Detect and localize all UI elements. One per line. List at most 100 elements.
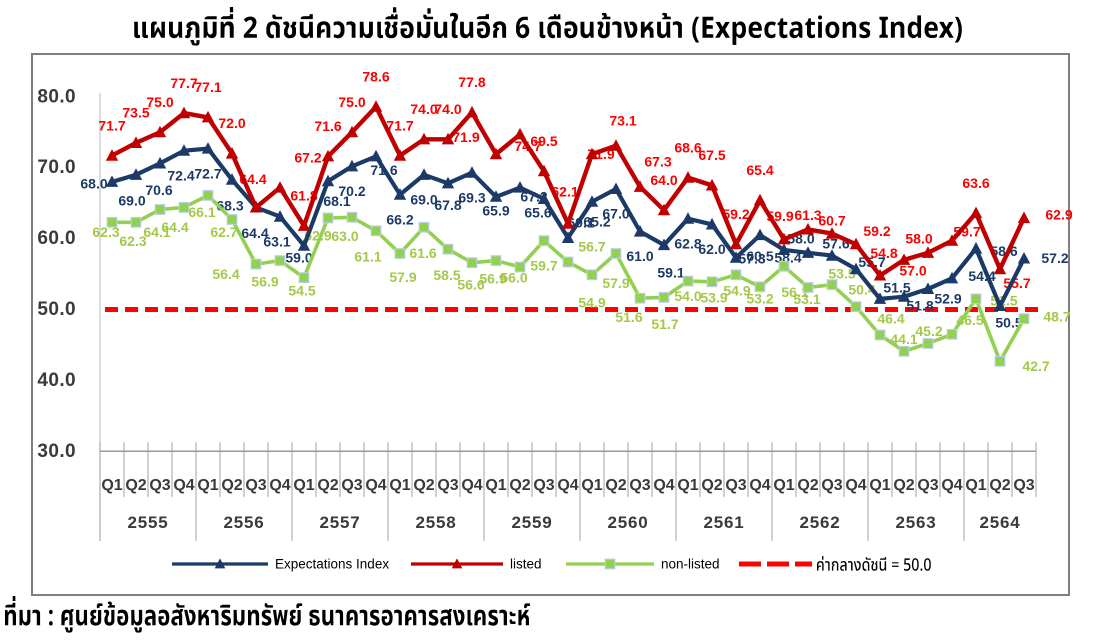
svg-text:2561: 2561 xyxy=(703,513,744,532)
svg-text:69.0: 69.0 xyxy=(410,192,437,208)
svg-text:Q4: Q4 xyxy=(173,477,194,494)
svg-text:52.9: 52.9 xyxy=(934,291,961,307)
svg-text:57.0: 57.0 xyxy=(899,263,926,279)
svg-text:56.7: 56.7 xyxy=(578,239,605,255)
svg-text:51.6: 51.6 xyxy=(615,309,642,325)
svg-text:63.0: 63.0 xyxy=(331,228,358,244)
svg-text:60.0: 60.0 xyxy=(37,228,76,249)
svg-text:2560: 2560 xyxy=(607,513,648,532)
svg-text:46.4: 46.4 xyxy=(877,311,904,327)
svg-text:70.0: 70.0 xyxy=(37,157,76,178)
svg-text:71.7: 71.7 xyxy=(386,117,413,133)
svg-text:74.0: 74.0 xyxy=(410,101,437,117)
svg-text:62.3: 62.3 xyxy=(119,233,146,249)
svg-text:64.4: 64.4 xyxy=(161,219,188,235)
svg-text:53.1: 53.1 xyxy=(793,291,820,307)
svg-text:2563: 2563 xyxy=(895,513,936,532)
svg-text:70.6: 70.6 xyxy=(145,182,172,198)
svg-text:56.0: 56.0 xyxy=(500,270,527,286)
svg-text:54.5: 54.5 xyxy=(288,282,315,298)
svg-text:54.9: 54.9 xyxy=(723,283,750,299)
svg-text:2562: 2562 xyxy=(799,513,840,532)
svg-text:66.2: 66.2 xyxy=(386,211,413,227)
svg-text:50.0: 50.0 xyxy=(37,299,76,320)
svg-text:42.7: 42.7 xyxy=(1022,358,1049,374)
svg-text:71.9: 71.9 xyxy=(452,129,479,145)
svg-text:non-listed: non-listed xyxy=(661,557,720,572)
svg-text:69.0: 69.0 xyxy=(118,193,145,209)
svg-text:56.9: 56.9 xyxy=(479,270,506,286)
svg-text:61.0: 61.0 xyxy=(626,248,653,264)
svg-text:Q3: Q3 xyxy=(821,477,842,494)
svg-text:57.9: 57.9 xyxy=(602,275,629,291)
svg-text:Q4: Q4 xyxy=(461,477,482,494)
svg-text:60.5: 60.5 xyxy=(746,248,773,264)
svg-text:53.2: 53.2 xyxy=(746,291,773,307)
svg-text:62.3: 62.3 xyxy=(92,224,119,240)
svg-text:59.2: 59.2 xyxy=(722,206,749,222)
svg-text:70.2: 70.2 xyxy=(338,183,365,199)
svg-text:54.8: 54.8 xyxy=(870,245,897,261)
svg-text:2556: 2556 xyxy=(223,513,264,532)
svg-text:74.0: 74.0 xyxy=(434,101,461,117)
svg-text:66.1: 66.1 xyxy=(188,204,215,220)
svg-text:59.7: 59.7 xyxy=(530,257,557,273)
svg-text:Q3: Q3 xyxy=(917,477,938,494)
svg-text:61.1: 61.1 xyxy=(354,249,381,265)
svg-text:56.6: 56.6 xyxy=(457,276,484,292)
svg-text:68.0: 68.0 xyxy=(80,176,107,192)
svg-text:Q2: Q2 xyxy=(989,477,1010,494)
svg-text:50.5: 50.5 xyxy=(995,315,1022,331)
svg-text:Q3: Q3 xyxy=(437,477,458,494)
svg-text:Q4: Q4 xyxy=(365,477,386,494)
svg-text:2559: 2559 xyxy=(511,513,552,532)
svg-text:67.8: 67.8 xyxy=(434,197,461,213)
svg-text:54.0: 54.0 xyxy=(674,288,701,304)
svg-text:Q1: Q1 xyxy=(485,477,506,494)
svg-text:2558: 2558 xyxy=(415,513,456,532)
svg-text:Q1: Q1 xyxy=(581,477,602,494)
svg-text:59.2: 59.2 xyxy=(863,223,890,239)
svg-text:60.7: 60.7 xyxy=(818,212,845,228)
svg-text:44.1: 44.1 xyxy=(890,331,917,347)
svg-text:Q1: Q1 xyxy=(677,477,698,494)
svg-text:Q3: Q3 xyxy=(533,477,554,494)
svg-text:Q2: Q2 xyxy=(797,477,818,494)
svg-text:72.7: 72.7 xyxy=(194,165,221,181)
svg-text:77.1: 77.1 xyxy=(194,79,221,95)
svg-text:64.0: 64.0 xyxy=(650,172,677,188)
svg-text:78.6: 78.6 xyxy=(362,68,389,84)
svg-text:56.1: 56.1 xyxy=(781,284,808,300)
svg-text:61.3: 61.3 xyxy=(794,207,821,223)
svg-text:Q2: Q2 xyxy=(221,477,242,494)
svg-text:Q1: Q1 xyxy=(101,477,122,494)
svg-text:75.0: 75.0 xyxy=(146,94,173,110)
svg-text:62.9: 62.9 xyxy=(1045,207,1072,223)
svg-text:53.5: 53.5 xyxy=(828,265,855,281)
svg-text:73.5: 73.5 xyxy=(122,105,149,121)
svg-text:80.0: 80.0 xyxy=(37,86,76,107)
svg-text:2564: 2564 xyxy=(979,513,1020,532)
svg-text:Q4: Q4 xyxy=(941,477,962,494)
svg-text:40.0: 40.0 xyxy=(37,370,76,391)
svg-text:71.6: 71.6 xyxy=(314,118,341,134)
svg-text:2557: 2557 xyxy=(319,513,360,532)
svg-text:48.7: 48.7 xyxy=(1043,308,1070,324)
svg-text:65.2: 65.2 xyxy=(583,213,610,229)
svg-text:Q1: Q1 xyxy=(389,477,410,494)
svg-text:57.3: 57.3 xyxy=(738,250,765,266)
svg-text:45.2: 45.2 xyxy=(915,323,942,339)
svg-text:61.6: 61.6 xyxy=(409,245,436,261)
svg-text:Q1: Q1 xyxy=(773,477,794,494)
svg-text:51.7: 51.7 xyxy=(651,316,678,332)
svg-text:Q1: Q1 xyxy=(965,477,986,494)
svg-text:Q3: Q3 xyxy=(725,477,746,494)
svg-text:Q2: Q2 xyxy=(893,477,914,494)
svg-text:67.3: 67.3 xyxy=(644,154,671,170)
svg-text:56.4: 56.4 xyxy=(212,266,239,282)
svg-text:67.2: 67.2 xyxy=(294,149,321,165)
svg-text:Q4: Q4 xyxy=(845,477,866,494)
svg-text:Q3: Q3 xyxy=(341,477,362,494)
svg-text:72.0: 72.0 xyxy=(218,115,245,131)
svg-text:62.1: 62.1 xyxy=(551,183,578,199)
